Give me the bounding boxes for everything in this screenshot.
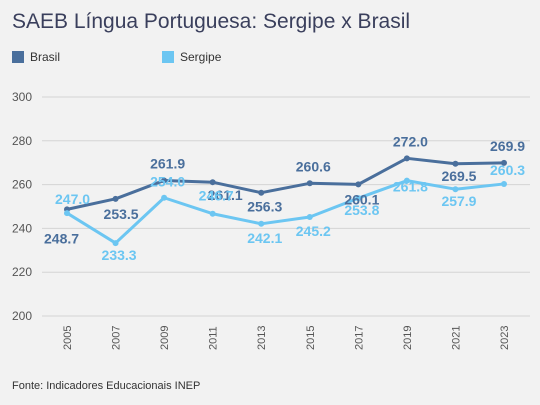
data-label-brasil-2019: 272.0: [393, 133, 428, 149]
x-tick-label-2021: 2021: [450, 326, 462, 350]
data-label-sergipe-2011: 246.7: [199, 188, 234, 204]
data-point-brasil-2009: [161, 177, 168, 184]
data-label-brasil-2011: 261.1: [208, 187, 243, 203]
data-label-brasil-2015: 260.6: [296, 158, 331, 174]
data-point-sergipe-2023: [501, 180, 507, 187]
data-label-sergipe-2017: 253.8: [344, 202, 379, 218]
y-tick-label-280: 280: [12, 134, 32, 148]
data-point-sergipe-2013: [258, 220, 265, 227]
data-point-sergipe-2017: [355, 195, 362, 202]
source-note: Fonte: Indicadores Educacionais INEP: [12, 380, 201, 392]
data-label-sergipe-2007: 233.3: [102, 247, 137, 263]
data-label-sergipe-2009: 254.0: [150, 174, 185, 190]
data-point-sergipe-2005: [64, 210, 70, 217]
data-point-sergipe-2019: [403, 177, 410, 184]
data-label-sergipe-2019: 261.8: [393, 179, 428, 195]
data-label-brasil-2007: 253.5: [104, 206, 139, 222]
legend-swatch-sergipe: [162, 51, 174, 63]
x-tick-label-2019: 2019: [402, 326, 414, 350]
data-label-brasil-2005: 248.7: [44, 230, 79, 246]
x-tick-label-2005: 2005: [62, 326, 74, 350]
data-label-sergipe-2005: 247.0: [55, 191, 90, 207]
legend-label-brasil: Brasil: [30, 50, 61, 64]
data-point-brasil-2007: [112, 195, 119, 202]
data-label-brasil-2017: 260.1: [344, 191, 379, 207]
legend-item-sergipe: Sergipe: [162, 50, 221, 64]
x-tick-label-2023: 2023: [499, 326, 511, 350]
data-label-brasil-2009: 261.9: [150, 155, 185, 171]
x-tick-label-2017: 2017: [353, 326, 365, 350]
data-label-sergipe-2015: 245.2: [296, 223, 331, 239]
data-point-brasil-2011: [209, 179, 216, 186]
x-tick-label-2015: 2015: [305, 326, 317, 350]
legend: Brasil Sergipe: [12, 49, 221, 65]
data-point-brasil-2023: [501, 159, 507, 166]
y-tick-label-200: 200: [12, 309, 32, 323]
data-label-sergipe-2013: 242.1: [247, 230, 282, 246]
y-tick-label-260: 260: [12, 178, 32, 192]
data-label-sergipe-2023: 260.3: [490, 162, 525, 178]
series-line-sergipe: [66, 179, 505, 245]
data-point-sergipe-2007: [112, 240, 119, 247]
data-point-sergipe-2021: [452, 186, 459, 193]
data-point-brasil-2021: [452, 160, 459, 167]
data-label-sergipe-2021: 257.9: [441, 193, 476, 209]
x-tick-label-2007: 2007: [111, 326, 123, 350]
chart-title: SAEB Língua Portuguesa: Sergipe x Brasil: [12, 10, 411, 33]
data-point-brasil-2017: [355, 181, 362, 188]
y-tick-label-240: 240: [12, 221, 32, 235]
y-tick-label-220: 220: [12, 265, 32, 279]
x-tick-label-2011: 2011: [208, 326, 220, 350]
x-tick-label-2009: 2009: [159, 326, 171, 350]
data-point-sergipe-2011: [209, 210, 216, 217]
legend-item-brasil: Brasil: [12, 50, 162, 64]
data-point-sergipe-2015: [306, 214, 313, 221]
y-tick-label-300: 300: [12, 90, 32, 104]
data-label-brasil-2013: 256.3: [247, 199, 282, 215]
legend-swatch-brasil: [12, 51, 24, 63]
data-label-brasil-2023: 269.9: [490, 138, 525, 154]
data-label-brasil-2021: 269.5: [441, 168, 476, 184]
data-point-sergipe-2009: [161, 194, 168, 201]
data-point-brasil-2013: [258, 189, 265, 196]
series-line-brasil: [66, 156, 505, 211]
data-point-brasil-2019: [403, 155, 410, 162]
legend-label-sergipe: Sergipe: [180, 50, 222, 64]
data-point-brasil-2015: [306, 180, 313, 187]
x-tick-label-2013: 2013: [256, 326, 268, 350]
